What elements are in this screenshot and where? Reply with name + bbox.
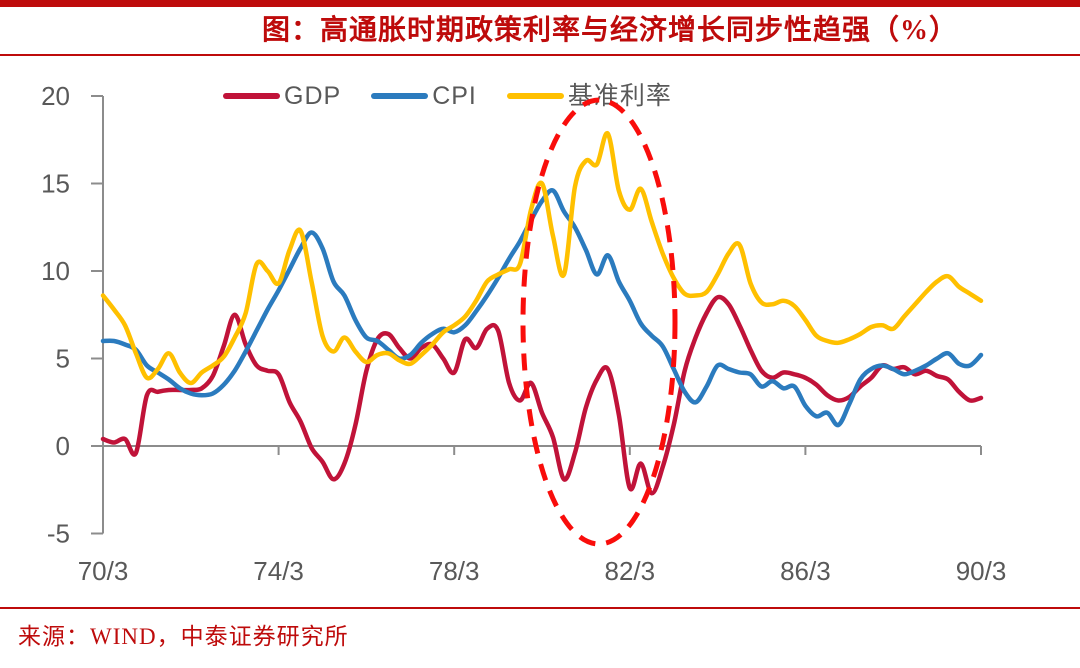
benchmark-rate-line [100, 131, 984, 386]
series-lines [100, 131, 984, 496]
x-axis-label: 70/3 [78, 556, 129, 586]
y-axis: 20 15 10 5 0 -5 [41, 81, 104, 549]
y-axis-label: 20 [41, 81, 70, 111]
legend-item-cpi: CPI [371, 81, 477, 111]
footer-divider [0, 607, 1080, 609]
x-axis-label: 90/3 [956, 556, 1007, 586]
y-axis-label: 15 [41, 169, 70, 199]
x-axis: 70/3 74/3 78/3 82/3 86/3 90/3 [78, 445, 1007, 586]
cpi-line [100, 188, 984, 428]
header-red-band [0, 0, 1080, 7]
highlight-annotation [520, 97, 678, 547]
chart-title: 图：高通胀时期政策利率与经济增长同步性趋强（%） [261, 15, 958, 46]
x-axis-label: 82/3 [604, 556, 655, 586]
x-axis-label: 78/3 [429, 556, 480, 586]
benchmark-rate-line-swatch-icon [506, 93, 564, 99]
x-axis-label: 74/3 [253, 556, 304, 586]
gdp-line-swatch-icon [223, 93, 280, 99]
legend-label-cpi: CPI [432, 82, 477, 110]
legend-label-gdp: GDP [284, 82, 342, 110]
highlight-ellipse [520, 97, 678, 547]
gdp-line [100, 294, 984, 496]
title-divider [0, 54, 1080, 56]
x-axis-label: 86/3 [780, 556, 831, 586]
cpi-line-swatch-icon [371, 93, 429, 99]
y-axis-label: -5 [47, 519, 70, 549]
legend-item-gdp: GDP [223, 81, 341, 111]
source-note: 来源：WIND，中泰证券研究所 [18, 624, 349, 649]
y-axis-label: 0 [56, 431, 70, 461]
y-axis-label: 10 [41, 256, 70, 286]
y-axis-label: 5 [56, 344, 70, 374]
